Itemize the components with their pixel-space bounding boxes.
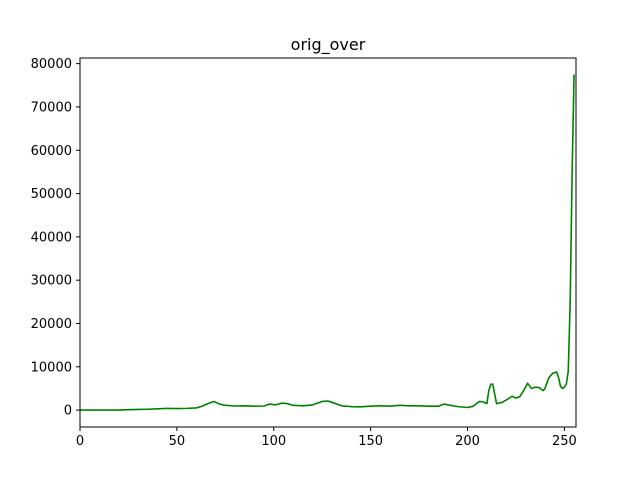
series-line-0: [80, 74, 575, 411]
y-tick-label: 0: [64, 404, 72, 419]
y-tick-label: 60000: [31, 144, 72, 159]
x-tick-label: 150: [358, 434, 383, 449]
y-tick-label: 70000: [31, 100, 72, 115]
x-tick-label: 0: [76, 434, 84, 449]
y-tick-label: 50000: [31, 187, 72, 202]
y-tick-label: 20000: [31, 317, 72, 332]
chart-title: orig_over: [291, 35, 366, 55]
plot-area: 0 50 100 150 200 250 0 10000 20000 30000 40000 5000…: [31, 57, 577, 449]
x-tick-label: 100: [261, 434, 286, 449]
y-tick-label: 10000: [31, 360, 72, 375]
y-tick-label: 30000: [31, 274, 72, 289]
x-tick-label: 50: [169, 434, 186, 449]
y-tick-label: 80000: [31, 57, 72, 72]
axes-frame: [79, 57, 577, 428]
x-tick-label: 200: [455, 434, 480, 449]
x-tick-label: 250: [552, 434, 577, 449]
y-tick-label: 40000: [31, 230, 72, 245]
